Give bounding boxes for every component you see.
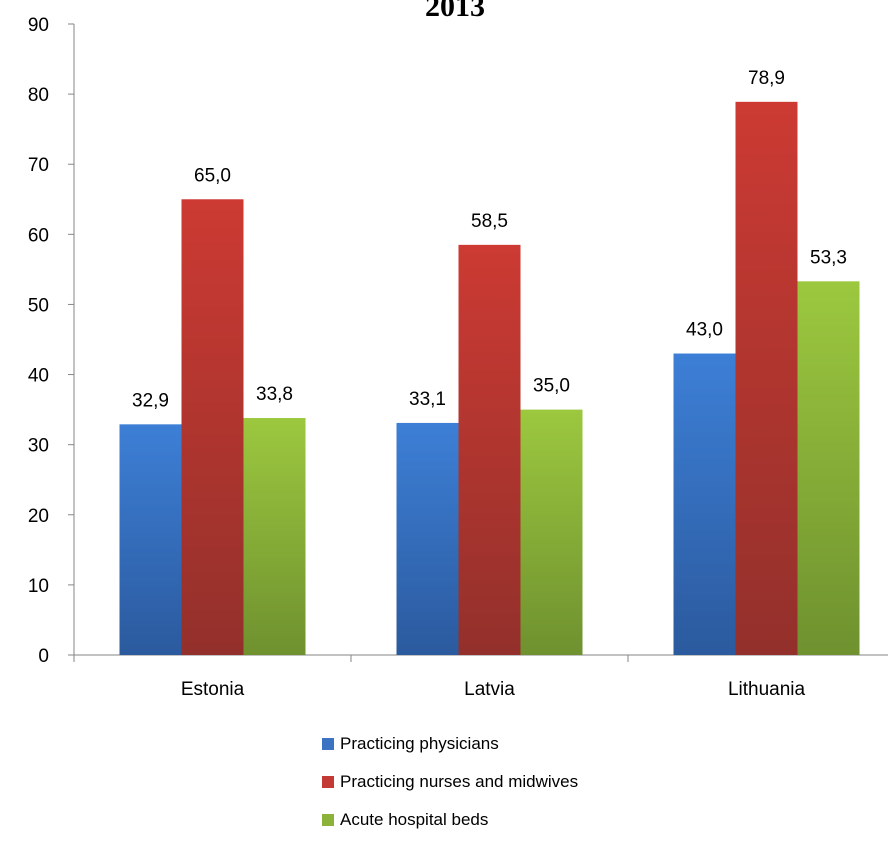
y-tick-label: 50 (28, 295, 49, 316)
y-tick-label: 0 (38, 646, 49, 667)
legend-swatch-nurses (322, 775, 334, 788)
value-labels: 32,9 65,0 33,8 33,1 58,5 35,0 43,0 78,9 53,3 (132, 68, 847, 412)
data-label: 33,8 (256, 384, 293, 405)
data-label: 65,0 (194, 165, 231, 186)
data-label: 78,9 (748, 68, 785, 89)
legend-item-nurses: Practicing nurses and midwives (322, 771, 578, 792)
bar-lithuania-series-2 (797, 281, 860, 655)
y-tick-label: 60 (28, 225, 49, 246)
legend: Practicing physicians Practicing nurses … (322, 733, 578, 847)
bar-estonia-series-2 (243, 418, 306, 655)
legend-swatch-beds (322, 813, 334, 826)
bars (119, 101, 860, 655)
legend-item-physicians: Practicing physicians (322, 733, 578, 754)
y-tick-label: 70 (28, 155, 49, 176)
bar-chart: 2013 0 10 20 30 40 50 60 70 80 90 Estonia Latvia Lit… (28, 0, 888, 700)
chart-title: 2013 (425, 0, 485, 23)
x-tick-label: Estonia (181, 679, 245, 700)
bar-latvia-series-0 (396, 422, 459, 655)
data-label: 33,1 (409, 389, 446, 410)
x-tick-label: Latvia (464, 679, 515, 700)
bar-lithuania-series-0 (673, 353, 736, 655)
x-tick-label: Lithuania (728, 679, 806, 700)
data-label: 53,3 (810, 247, 847, 268)
data-label: 35,0 (533, 376, 570, 397)
bar-estonia-series-1 (181, 199, 244, 655)
y-tick-label: 20 (28, 506, 49, 527)
y-tick-label: 10 (28, 576, 49, 597)
bar-estonia-series-0 (119, 424, 182, 655)
data-label: 58,5 (471, 211, 508, 232)
legend-label-physicians: Practicing physicians (340, 733, 499, 753)
legend-label-beds: Acute hospital beds (340, 809, 489, 829)
legend-label-nurses: Practicing nurses and midwives (340, 771, 579, 791)
bar-latvia-series-1 (458, 244, 521, 655)
legend-swatch-physicians (322, 737, 334, 750)
bar-latvia-series-2 (520, 409, 583, 655)
y-tick-label: 80 (28, 85, 49, 106)
legend-item-beds: Acute hospital beds (322, 809, 578, 830)
y-tick-label: 40 (28, 366, 49, 387)
data-label: 32,9 (132, 390, 169, 411)
axes: 0 10 20 30 40 50 60 70 80 90 Estonia Latvia Lithuani… (28, 15, 888, 700)
y-tick-label: 90 (28, 15, 49, 36)
bar-lithuania-series-1 (735, 101, 798, 655)
data-label: 43,0 (686, 320, 723, 341)
y-tick-label: 30 (28, 436, 49, 457)
